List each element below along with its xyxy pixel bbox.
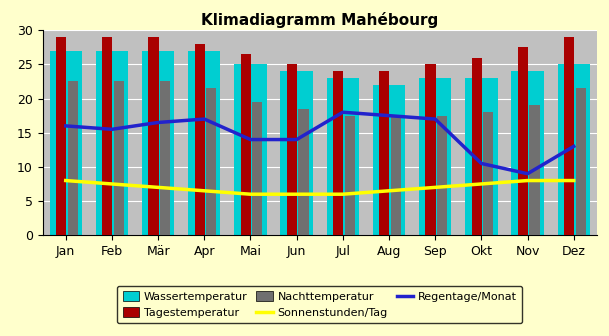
Bar	[206, 88, 216, 235]
Bar	[298, 109, 309, 235]
Legend: Wassertemperatur, Tagestemperatur, Nachttemperatur, Sonnenstunden/Tag, Regentage: Wassertemperatur, Tagestemperatur, Nacht…	[117, 286, 523, 324]
Bar	[345, 116, 355, 235]
Bar	[529, 106, 540, 235]
Bar	[465, 78, 498, 235]
Bar	[96, 51, 128, 235]
Bar	[188, 51, 220, 235]
Bar	[564, 37, 574, 235]
Bar	[234, 65, 267, 235]
Bar	[281, 71, 313, 235]
Bar	[160, 82, 170, 235]
Bar	[437, 116, 447, 235]
Bar	[252, 102, 262, 235]
Bar	[518, 47, 528, 235]
Bar	[241, 54, 251, 235]
Bar	[512, 71, 544, 235]
Bar	[483, 112, 493, 235]
Bar	[373, 85, 405, 235]
Bar	[102, 37, 113, 235]
Bar	[558, 65, 590, 235]
Bar	[142, 51, 174, 235]
Bar	[287, 65, 297, 235]
Bar	[114, 82, 124, 235]
Bar	[391, 116, 401, 235]
Bar	[56, 37, 66, 235]
Bar	[576, 88, 586, 235]
Bar	[379, 71, 390, 235]
Bar	[419, 78, 451, 235]
Bar	[326, 78, 359, 235]
Bar	[471, 57, 482, 235]
Bar	[49, 51, 82, 235]
Title: Klimadiagramm Mahébourg: Klimadiagramm Mahébourg	[201, 12, 438, 28]
Bar	[426, 65, 435, 235]
Bar	[68, 82, 78, 235]
Bar	[194, 44, 205, 235]
Bar	[149, 37, 158, 235]
Bar	[333, 71, 343, 235]
